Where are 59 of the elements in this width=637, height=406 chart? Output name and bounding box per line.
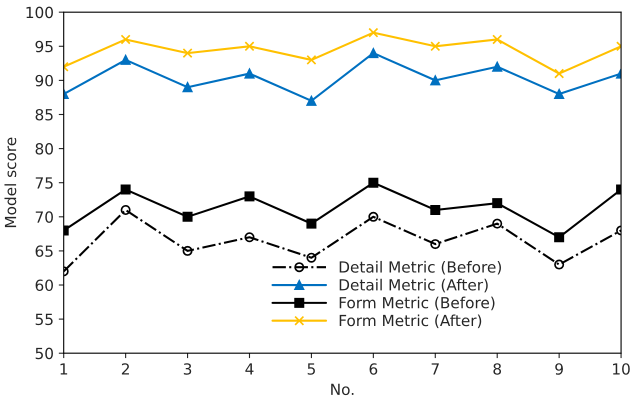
point bbox=[554, 260, 564, 270]
x-tick-label: 8 bbox=[493, 363, 502, 375]
y-tick-label: 75 bbox=[36, 177, 53, 189]
x-tick-label: 6 bbox=[370, 363, 378, 375]
x-tick-label: 9 bbox=[555, 363, 563, 375]
point bbox=[306, 96, 316, 106]
x-tick-label: 3 bbox=[184, 363, 192, 375]
point bbox=[244, 68, 254, 79]
point bbox=[492, 34, 502, 44]
y-tick-label: 95 bbox=[36, 40, 53, 52]
point bbox=[554, 68, 564, 79]
point bbox=[120, 204, 131, 215]
point bbox=[120, 54, 131, 65]
legend-label: Detail Metric (Before) bbox=[340, 260, 501, 275]
point bbox=[430, 75, 440, 86]
y-tick-label: 60 bbox=[36, 279, 53, 292]
point bbox=[244, 191, 254, 202]
point bbox=[244, 41, 254, 52]
point bbox=[306, 54, 316, 65]
point bbox=[430, 239, 440, 250]
point bbox=[182, 212, 193, 222]
point bbox=[306, 252, 316, 263]
x-tick-label: 4 bbox=[245, 363, 254, 375]
y-tick-label: 80 bbox=[36, 143, 53, 155]
point bbox=[430, 41, 440, 52]
y-tick-label: 55 bbox=[36, 314, 53, 326]
y-tick-label: 100 bbox=[26, 6, 53, 18]
x-tick-label: 1 bbox=[60, 363, 68, 375]
y-tick-label: 90 bbox=[36, 74, 53, 86]
point bbox=[492, 218, 502, 229]
point bbox=[368, 28, 378, 38]
point bbox=[368, 178, 378, 188]
point bbox=[554, 232, 564, 242]
point bbox=[554, 89, 564, 100]
x-tick-label: 2 bbox=[122, 363, 129, 375]
point bbox=[182, 82, 193, 92]
point bbox=[182, 246, 193, 256]
y-tick-label: 70 bbox=[36, 211, 53, 223]
point bbox=[368, 212, 378, 222]
point bbox=[306, 218, 316, 229]
y-tick-label: 50 bbox=[36, 348, 53, 360]
y-tick-label: 85 bbox=[36, 108, 53, 121]
legend-label: Detail Metric (After) bbox=[340, 278, 488, 292]
y-axis-title: Model score bbox=[4, 138, 16, 228]
legend-label: Form Metric (Before) bbox=[340, 296, 494, 310]
x-axis-title: No. bbox=[331, 384, 354, 396]
point bbox=[492, 62, 502, 72]
point bbox=[368, 48, 378, 58]
y-tick-label: 65 bbox=[36, 245, 53, 257]
point bbox=[492, 198, 502, 208]
legend-label: Form Metric (After) bbox=[340, 314, 482, 328]
x-tick-label: 5 bbox=[308, 363, 315, 375]
x-tick-label: 7 bbox=[432, 363, 439, 375]
point bbox=[182, 48, 193, 58]
point bbox=[244, 232, 254, 242]
point bbox=[120, 34, 131, 44]
x-tick-label: 10 bbox=[613, 363, 630, 375]
point bbox=[120, 184, 131, 195]
point bbox=[430, 204, 440, 215]
